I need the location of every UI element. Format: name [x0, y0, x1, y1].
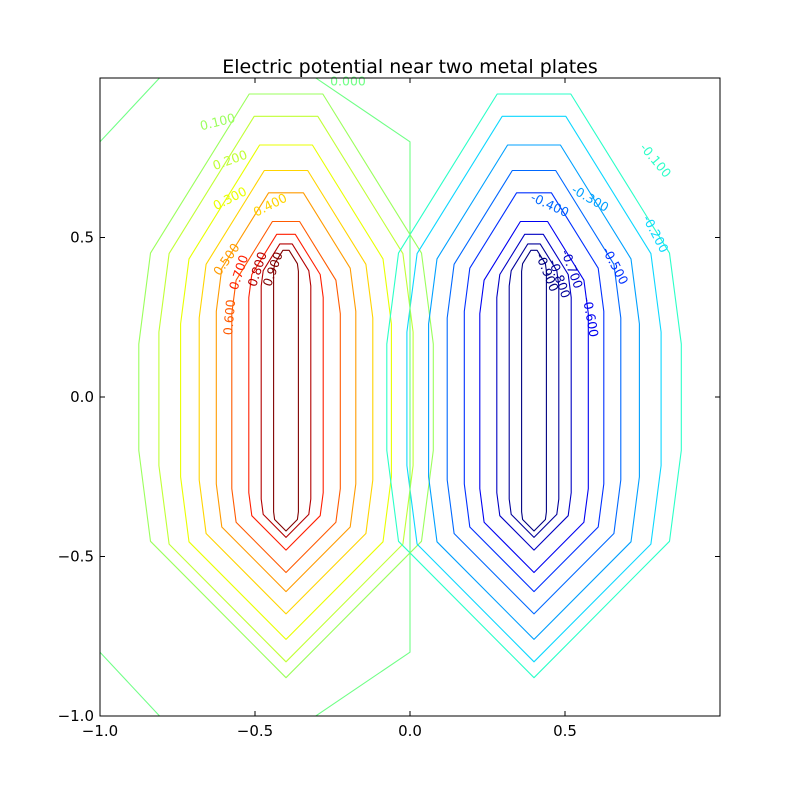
contour-line-0 [273, 249, 299, 532]
zero-contour-bottom-left [100, 651, 161, 716]
zero-contour-top-left [100, 78, 161, 143]
x-tick-label-0: −1.0 [82, 722, 118, 740]
y-tick-label-3: 0.5 [70, 229, 94, 247]
contour-line-9 [386, 93, 682, 679]
contour-line-14 [479, 220, 589, 574]
contour-label-3: 0.600 [220, 299, 238, 336]
contour-line-16 [508, 243, 560, 538]
contour-line-15 [496, 233, 572, 551]
y-tick-label-1: −0.5 [58, 548, 94, 566]
contour-line-10 [406, 115, 662, 663]
zero-contour-center [314, 78, 411, 716]
contour-line-12 [446, 169, 622, 615]
contour-lines [100, 78, 682, 716]
contour-line-4 [215, 192, 357, 593]
y-tick-label-0: −1.0 [58, 707, 94, 725]
x-tick-label-1: −0.5 [237, 722, 273, 740]
contour-line-2 [248, 233, 324, 551]
chart-title: Electric potential near two metal plates [222, 56, 598, 78]
contour-line-5 [198, 169, 374, 615]
contour-label-14: -0.600 [580, 296, 602, 338]
x-tick-label-2: 0.0 [398, 722, 422, 740]
contour-line-13 [463, 192, 605, 593]
contour-line-3 [231, 220, 341, 574]
contour-line-17 [521, 249, 547, 532]
axis-ticks: −1.0 −0.5 0.0 0.5 −1.0 −0.5 0.0 0.5 [58, 78, 720, 740]
contour-line-1 [260, 243, 312, 538]
contour-label-zero: 0.000 [330, 74, 366, 89]
contour-line-11 [428, 144, 640, 640]
contour-line-6 [180, 144, 392, 640]
contour-line-8 [138, 93, 434, 679]
x-tick-label-3: 0.5 [553, 722, 577, 740]
contour-line-7 [158, 115, 414, 663]
y-tick-label-2: 0.0 [70, 388, 94, 406]
